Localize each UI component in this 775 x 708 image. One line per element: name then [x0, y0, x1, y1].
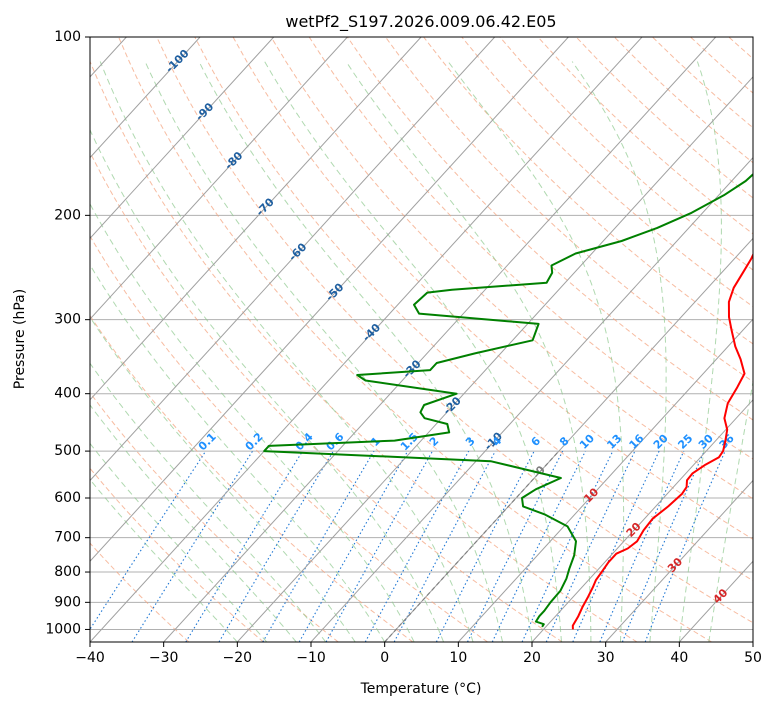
moist-adiabat	[90, 362, 327, 642]
y-tick-label: 700	[54, 530, 81, 546]
mixing-ratio-line-0.4	[185, 450, 304, 642]
dry-adiabat	[308, 37, 753, 460]
isotherm--60	[90, 37, 496, 482]
x-tick-label: −40	[75, 650, 105, 666]
isotherm-30	[605, 479, 753, 642]
isotherm--50	[90, 37, 569, 563]
plot-frame	[89, 36, 754, 643]
x-tick-label: 40	[670, 650, 688, 666]
temperature-profile-line	[571, 252, 753, 630]
mixing-ratio-line-30	[621, 450, 705, 642]
freezing-level-line	[384, 450, 560, 642]
y-tick-label: 200	[54, 207, 81, 223]
dry-adiabat	[232, 37, 753, 540]
x-tick-label: −20	[223, 650, 253, 666]
dry-adiabat	[90, 151, 563, 642]
mixing-ratio-line-25	[599, 450, 685, 642]
x-tick-label: 20	[523, 650, 541, 666]
y-tick-label: 100	[54, 29, 81, 45]
dry-adiabat	[385, 37, 753, 383]
x-tick-label: 0	[380, 650, 389, 666]
y-axis: 100 200 300 400 500 600 700 800 900 1000	[45, 29, 90, 637]
mixing-ratio-lines	[90, 450, 726, 642]
moist-adiabat	[99, 61, 474, 642]
dry-adiabat	[156, 37, 753, 624]
dewpoint-profile-line	[263, 173, 753, 628]
plot-area: -100-90-80-70-60-50-40-30-20-100.1 0.2 0.4…	[90, 37, 753, 642]
x-tick-label: 50	[744, 650, 762, 666]
y-tick-label: 800	[54, 564, 81, 580]
dry-adiabats	[90, 37, 753, 642]
freezing-isotherm	[384, 450, 560, 642]
y-tick-label: 900	[54, 594, 81, 610]
dry-adiabat	[118, 37, 712, 642]
isotherm-20	[531, 399, 753, 642]
moist-adiabat	[345, 61, 592, 642]
y-tick-label: 500	[54, 443, 81, 459]
dry-adiabat	[423, 37, 753, 345]
moist-adiabat	[198, 61, 533, 642]
x-axis-label: Temperature (°C)	[360, 681, 482, 697]
data-series	[263, 173, 753, 630]
moist-adiabat	[264, 61, 562, 642]
x-axis: −40 −30 −20 −10 0 10 20 30 40 50	[75, 642, 762, 666]
moist-adiabat	[447, 61, 625, 642]
y-tick-label: 600	[54, 490, 81, 506]
mixing-ratio-line-3	[364, 450, 470, 642]
isotherm--90	[90, 37, 275, 240]
moist-adiabat	[144, 61, 503, 642]
isotherm--10	[310, 156, 753, 642]
x-tick-label: −10	[296, 650, 326, 666]
moist-adiabat	[90, 404, 297, 642]
mixing-ratio-line-2	[325, 450, 433, 642]
moist-adiabats	[90, 61, 753, 642]
isotherm--20	[236, 76, 753, 642]
y-tick-label: 1000	[45, 621, 81, 637]
moist-adiabat	[90, 316, 356, 642]
mixing-ratio-line-4	[393, 450, 496, 642]
x-tick-label: 30	[597, 650, 615, 666]
mixing-ratio-line-0.1	[90, 450, 207, 631]
isotherm--80	[90, 37, 348, 320]
moist-adiabat	[90, 128, 445, 642]
x-tick-label: −30	[149, 650, 179, 666]
moist-adiabat	[708, 379, 753, 642]
isotherm--40	[90, 37, 643, 642]
moist-adiabat	[678, 61, 722, 642]
y-tick-label: 400	[54, 386, 81, 402]
mixing-ratio-line-0.2	[131, 450, 254, 642]
mixing-ratio-line-8	[467, 450, 564, 642]
y-axis-label: Pressure (hPa)	[12, 289, 28, 389]
y-tick-label: 300	[54, 312, 81, 328]
moist-adiabat	[90, 263, 386, 642]
dry-adiabat	[90, 60, 638, 642]
isotherm--100	[90, 37, 201, 159]
isotherm--70	[90, 37, 422, 401]
dry-adiabat	[270, 37, 753, 500]
x-tick-label: 10	[449, 650, 467, 666]
chart-title: wetPf2_S197.2026.009.06.42.E05	[285, 12, 556, 32]
isotherm--30	[163, 37, 717, 642]
dry-adiabat	[194, 37, 753, 582]
moist-adiabat	[571, 61, 667, 642]
